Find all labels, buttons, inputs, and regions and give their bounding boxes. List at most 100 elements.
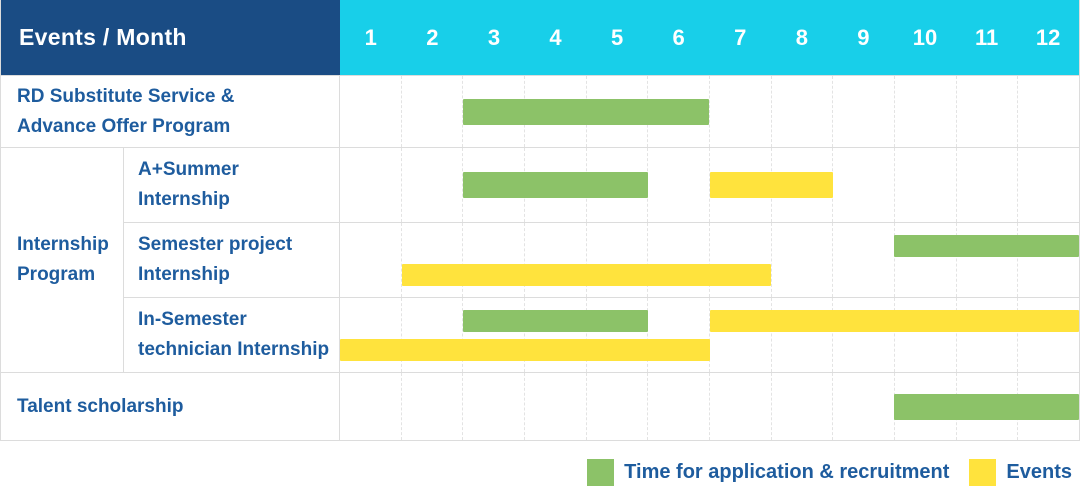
month-gridline <box>772 298 834 372</box>
row-label-in-semester-technician-internship: In-Semester technician Internship <box>124 297 340 372</box>
month-header-10: 10 <box>912 24 938 50</box>
month-header-6: 6 <box>672 24 685 50</box>
events-month-title: Events / Month <box>19 24 187 50</box>
timeline-talent-scholarship <box>340 372 1079 440</box>
month-gridline <box>710 373 772 440</box>
events-month-header-cell: Events / Month <box>1 0 340 75</box>
row-label-talent-scholarship: Talent scholarship <box>1 372 340 440</box>
gantt-bar-application <box>894 393 1079 420</box>
timeline-in-semester-technician-internship <box>340 297 1079 372</box>
row-label-a-plus-summer-internship: A+Summer Internship <box>124 147 340 222</box>
month-gridline <box>957 223 1019 297</box>
month-gridline <box>1018 76 1079 147</box>
timeline-a-plus-summer-internship <box>340 147 1079 222</box>
events-color-swatch <box>969 459 997 486</box>
month-gridline <box>895 223 957 297</box>
month-header-2: 2 <box>426 24 439 50</box>
month-gridline <box>957 148 1019 222</box>
gantt-bar-application <box>463 310 648 332</box>
month-header-7: 7 <box>734 24 747 50</box>
legend-label-events: Events <box>1006 461 1072 483</box>
legend: Time for application & recruitment Event… <box>0 441 1080 494</box>
month-gridline <box>340 223 402 297</box>
month-gridline <box>587 223 649 297</box>
month-gridline <box>525 373 587 440</box>
gantt-bar-application <box>894 235 1079 257</box>
timeline-rd-substitute-service <box>340 75 1079 147</box>
month-gridlines <box>340 76 1079 147</box>
row-label-rd-substitute-service: RD Substitute Service & Advance Offer Pr… <box>1 75 340 147</box>
gantt-bar-application <box>463 172 648 198</box>
application-color-swatch <box>587 459 615 486</box>
month-header-1: 1 <box>364 24 377 50</box>
month-gridline <box>710 298 772 372</box>
month-gridline <box>587 298 649 372</box>
month-gridline <box>402 373 464 440</box>
month-gridline <box>525 223 587 297</box>
row-label-text: Talent scholarship <box>17 395 184 417</box>
row-label-text: RD Substitute Service & Advance Offer Pr… <box>17 85 235 137</box>
row-label-text: Semester project Internship <box>138 234 293 285</box>
row-label-text: In-Semester technician Internship <box>138 309 330 360</box>
gantt-bar-application <box>463 98 710 125</box>
month-gridline <box>772 76 834 147</box>
group-label-internship-program: Internship Program <box>1 147 124 372</box>
month-gridline <box>402 148 464 222</box>
month-gridline <box>1018 148 1079 222</box>
month-gridline <box>648 298 711 372</box>
month-gridline <box>340 298 402 372</box>
month-header-3: 3 <box>487 24 501 50</box>
month-gridline <box>772 373 834 440</box>
gantt-bar-events <box>709 310 1079 332</box>
month-gridline <box>340 148 402 222</box>
month-gridline <box>833 148 896 222</box>
month-gridline <box>833 223 896 297</box>
month-gridline <box>463 373 526 440</box>
month-header-row: 1 2 3 4 5 6 7 8 9 10 11 12 <box>340 0 1079 75</box>
month-header-9: 9 <box>857 24 870 50</box>
month-gridline <box>772 223 834 297</box>
row-label-semester-project-internship: Semester project Internship <box>124 222 340 297</box>
month-gridline <box>895 76 957 147</box>
legend-item-application: Time for application & recruitment <box>587 459 949 486</box>
month-gridline <box>463 223 526 297</box>
legend-item-events: Events <box>969 459 1072 486</box>
gantt-bar-events <box>401 264 772 286</box>
month-gridline <box>648 76 711 147</box>
month-gridline <box>957 298 1019 372</box>
month-gridline <box>340 76 402 147</box>
month-header-8: 8 <box>795 24 808 50</box>
month-header-4: 4 <box>549 24 562 50</box>
month-gridline <box>895 298 957 372</box>
month-gridline <box>710 223 772 297</box>
timeline-semester-project-internship <box>340 222 1079 297</box>
month-gridline <box>710 76 772 147</box>
month-gridline <box>772 148 834 222</box>
month-gridline <box>402 223 464 297</box>
month-gridlines <box>340 298 1079 372</box>
group-label-text: Internship Program <box>17 234 109 285</box>
row-label-text: A+Summer Internship <box>138 159 239 210</box>
month-gridline <box>833 373 896 440</box>
month-gridline <box>402 76 464 147</box>
month-gridline <box>833 298 896 372</box>
events-month-table: Events / Month 1 2 3 4 5 6 7 8 9 10 11 12 RD Substi… <box>0 0 1080 441</box>
month-gridline <box>648 148 711 222</box>
month-gridline <box>340 373 402 440</box>
month-header-11: 11 <box>974 24 999 50</box>
month-header-12: 12 <box>1035 24 1061 50</box>
month-gridlines <box>340 223 1079 297</box>
month-gridline <box>402 298 464 372</box>
month-gridline <box>463 298 526 372</box>
month-gridline <box>833 76 896 147</box>
month-gridline <box>525 298 587 372</box>
gantt-bar-events <box>709 172 833 198</box>
month-gridline <box>648 373 711 440</box>
month-gridline <box>957 76 1019 147</box>
legend-label-application: Time for application & recruitment <box>624 461 950 483</box>
month-gridline <box>648 223 711 297</box>
month-gridline <box>587 373 649 440</box>
gantt-bar-events <box>340 339 710 361</box>
month-header-5: 5 <box>610 24 624 50</box>
